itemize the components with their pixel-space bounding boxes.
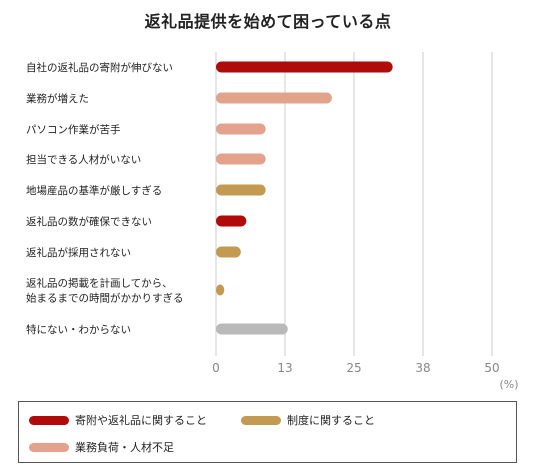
bar-chart: 0 13 25 38 50(%) 自社の返礼品の寄附が伸びない業務が増えたパソコン作業が苦… xyxy=(26,52,519,391)
legend-label-donation: 寄附や返礼品に関すること xyxy=(75,414,207,427)
category-label: 返礼品の掲載を計画してから、 xyxy=(26,277,173,290)
x-tick-label: 0 xyxy=(212,361,220,375)
category-label: 自社の返礼品の寄附が伸びない xyxy=(26,61,173,74)
legend-label-workload: 業務負荷・人材不足 xyxy=(75,441,174,454)
legend-swatch-donation xyxy=(29,415,69,425)
bar xyxy=(216,123,266,135)
chart-title: 返礼品提供を始めて困っている点 xyxy=(144,12,392,31)
bar xyxy=(216,61,393,73)
chart-legend: 寄附や返礼品に関すること 制度に関すること 業務負荷・人材不足 xyxy=(18,401,517,463)
legend-label-system: 制度に関すること xyxy=(287,414,375,427)
bar xyxy=(216,246,241,258)
category-label: 業務が増えた xyxy=(26,92,89,105)
x-axis-unit: (%) xyxy=(499,378,518,391)
category-label: 特にない・わからない xyxy=(26,324,131,336)
category-label: パソコン作業が苦手 xyxy=(26,123,121,136)
legend-swatch-workload xyxy=(29,442,69,452)
x-tick-label: 50 xyxy=(484,361,499,375)
legend-swatch-system xyxy=(241,415,281,425)
bar xyxy=(216,184,266,196)
category-label: 返礼品が採用されない xyxy=(26,246,131,259)
bar xyxy=(216,153,266,165)
category-label: 始まるまでの時間がかかりすぎる xyxy=(26,292,184,305)
x-tick-label: 25 xyxy=(346,361,361,375)
bar xyxy=(216,215,247,227)
category-label: 返礼品の数が確保できない xyxy=(26,215,152,228)
legend-item-system: 制度に関すること xyxy=(241,412,375,428)
legend-item-donation: 寄附や返礼品に関すること xyxy=(29,412,207,428)
x-tick-label: 13 xyxy=(277,361,292,375)
bar xyxy=(216,284,225,296)
legend-item-workload: 業務負荷・人材不足 xyxy=(29,439,174,455)
x-tick-label: 38 xyxy=(415,361,430,375)
category-label: 担当できる人材がいない xyxy=(26,153,141,166)
bar xyxy=(216,92,332,104)
bar xyxy=(216,323,288,335)
category-label: 地場産品の基準が厳しすぎる xyxy=(26,184,162,197)
